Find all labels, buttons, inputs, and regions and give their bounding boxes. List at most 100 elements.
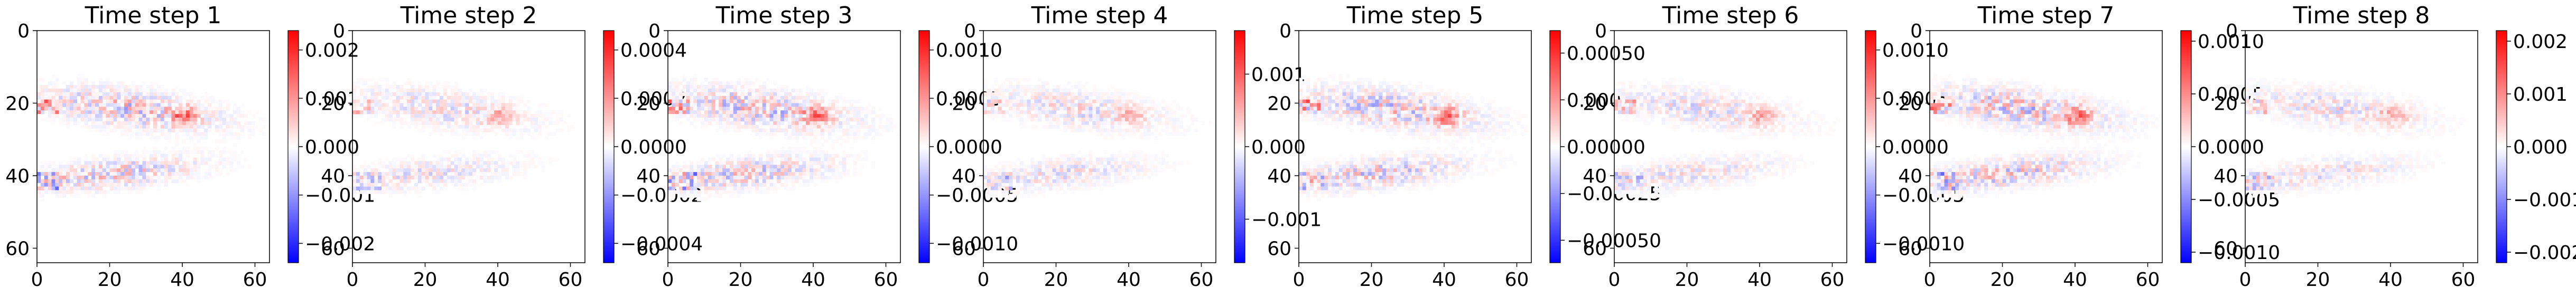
heatmap-cell [693, 165, 698, 169]
heatmap-cell [715, 107, 719, 111]
heatmap-cell [95, 124, 99, 129]
heatmap-cell [171, 176, 175, 180]
heatmap-cell [204, 95, 208, 100]
heatmap-cell [1056, 85, 1060, 89]
heatmap-cell [758, 179, 763, 184]
heatmap-cell [690, 161, 694, 165]
heatmap-cell [552, 157, 556, 161]
heatmap-cell [708, 95, 712, 100]
heatmap-cell [429, 183, 433, 187]
heatmap-cell [541, 121, 545, 126]
heatmap-cell [91, 99, 96, 103]
heatmap-cell [1096, 99, 1100, 103]
heatmap-cell [523, 103, 527, 107]
heatmap-cell [740, 157, 745, 161]
heatmap-cell [835, 154, 839, 158]
heatmap-cell [1118, 103, 1122, 107]
heatmap-cell [1418, 107, 1423, 111]
heatmap-cell [40, 168, 45, 173]
heatmap-cell [363, 99, 367, 103]
heatmap-cell [990, 103, 995, 107]
heatmap-cell [1513, 110, 1517, 114]
heatmap-cell [102, 176, 107, 180]
heatmap-cell [824, 124, 828, 129]
heatmap-cell [722, 85, 727, 89]
heatmap-cell [399, 165, 404, 169]
heatmap-cell [150, 179, 154, 184]
heatmap-cell [668, 176, 672, 180]
heatmap-cell [787, 186, 792, 190]
heatmap-cell [1085, 118, 1089, 122]
heatmap-cell [150, 89, 154, 93]
heatmap-cell [748, 183, 752, 187]
heatmap-cell [751, 179, 756, 184]
heatmap-cell [1114, 172, 1118, 176]
heatmap-cell [164, 168, 168, 173]
heatmap-cell [678, 114, 683, 118]
heatmap-cell [1176, 124, 1180, 129]
heatmap-cell [813, 172, 817, 176]
heatmap-cell [1056, 165, 1060, 169]
heatmap-cell [182, 114, 187, 118]
heatmap-cell [472, 114, 477, 118]
heatmap-cell [494, 99, 498, 103]
heatmap-cell [182, 121, 187, 126]
heatmap-cell [458, 95, 462, 100]
heatmap-cell [1089, 103, 1093, 107]
heatmap-cell [200, 107, 204, 111]
heatmap-cell [487, 121, 491, 126]
heatmap-cell [1121, 157, 1126, 161]
heatmap-cell [91, 176, 96, 180]
heatmap-cell [824, 161, 828, 165]
heatmap-cell [66, 121, 70, 126]
heatmap-cell [160, 150, 165, 155]
heatmap-cell [443, 99, 448, 103]
heatmap-cell [135, 107, 139, 111]
heatmap-cell [875, 114, 879, 118]
heatmap-cell [182, 89, 187, 93]
heatmap-cell [352, 172, 357, 176]
heatmap-cell [215, 154, 219, 158]
heatmap-cell [998, 107, 1002, 111]
heatmap-cell [1041, 172, 1046, 176]
heatmap-cell [127, 172, 132, 176]
heatmap-cell [229, 124, 234, 129]
heatmap-cell [494, 168, 498, 173]
heatmap-cell [1306, 114, 1310, 118]
heatmap-cell [1357, 99, 1361, 103]
heatmap-cell [791, 107, 796, 111]
heatmap-cell [55, 190, 59, 194]
heatmap-cell [37, 99, 41, 103]
heatmap-cell [73, 121, 78, 126]
heatmap-cell [1480, 121, 1485, 126]
heatmap-cell [425, 92, 429, 97]
heatmap-cell [864, 107, 868, 111]
heatmap-cell [512, 103, 516, 107]
heatmap-cell [516, 168, 520, 173]
heatmap-cell [73, 190, 78, 194]
heatmap-cell [1038, 190, 1042, 194]
heatmap-cell [472, 186, 477, 190]
heatmap-cell [1168, 107, 1173, 111]
colorbar-tick-label: −0.0004 [620, 233, 703, 255]
heatmap-cell [1415, 95, 1419, 100]
heatmap-cell [1426, 107, 1430, 111]
heatmap-cell [106, 118, 110, 122]
heatmap-cell [146, 161, 150, 165]
heatmap-cell [798, 92, 803, 97]
heatmap-cell [682, 92, 686, 97]
heatmap-cell [124, 157, 128, 161]
heatmap-cell [443, 157, 448, 161]
heatmap-cell [138, 176, 143, 180]
heatmap-cell [798, 157, 803, 161]
heatmap-cell [1422, 99, 1427, 103]
heatmap-cell [411, 176, 415, 180]
heatmap-cell [733, 128, 738, 132]
heatmap-cell [55, 186, 59, 190]
heatmap-cell [990, 179, 995, 184]
heatmap-cell [432, 95, 436, 100]
heatmap-cell [98, 110, 103, 114]
heatmap-cell [726, 92, 730, 97]
heatmap-cell [726, 89, 730, 93]
heatmap-cell [436, 161, 440, 165]
